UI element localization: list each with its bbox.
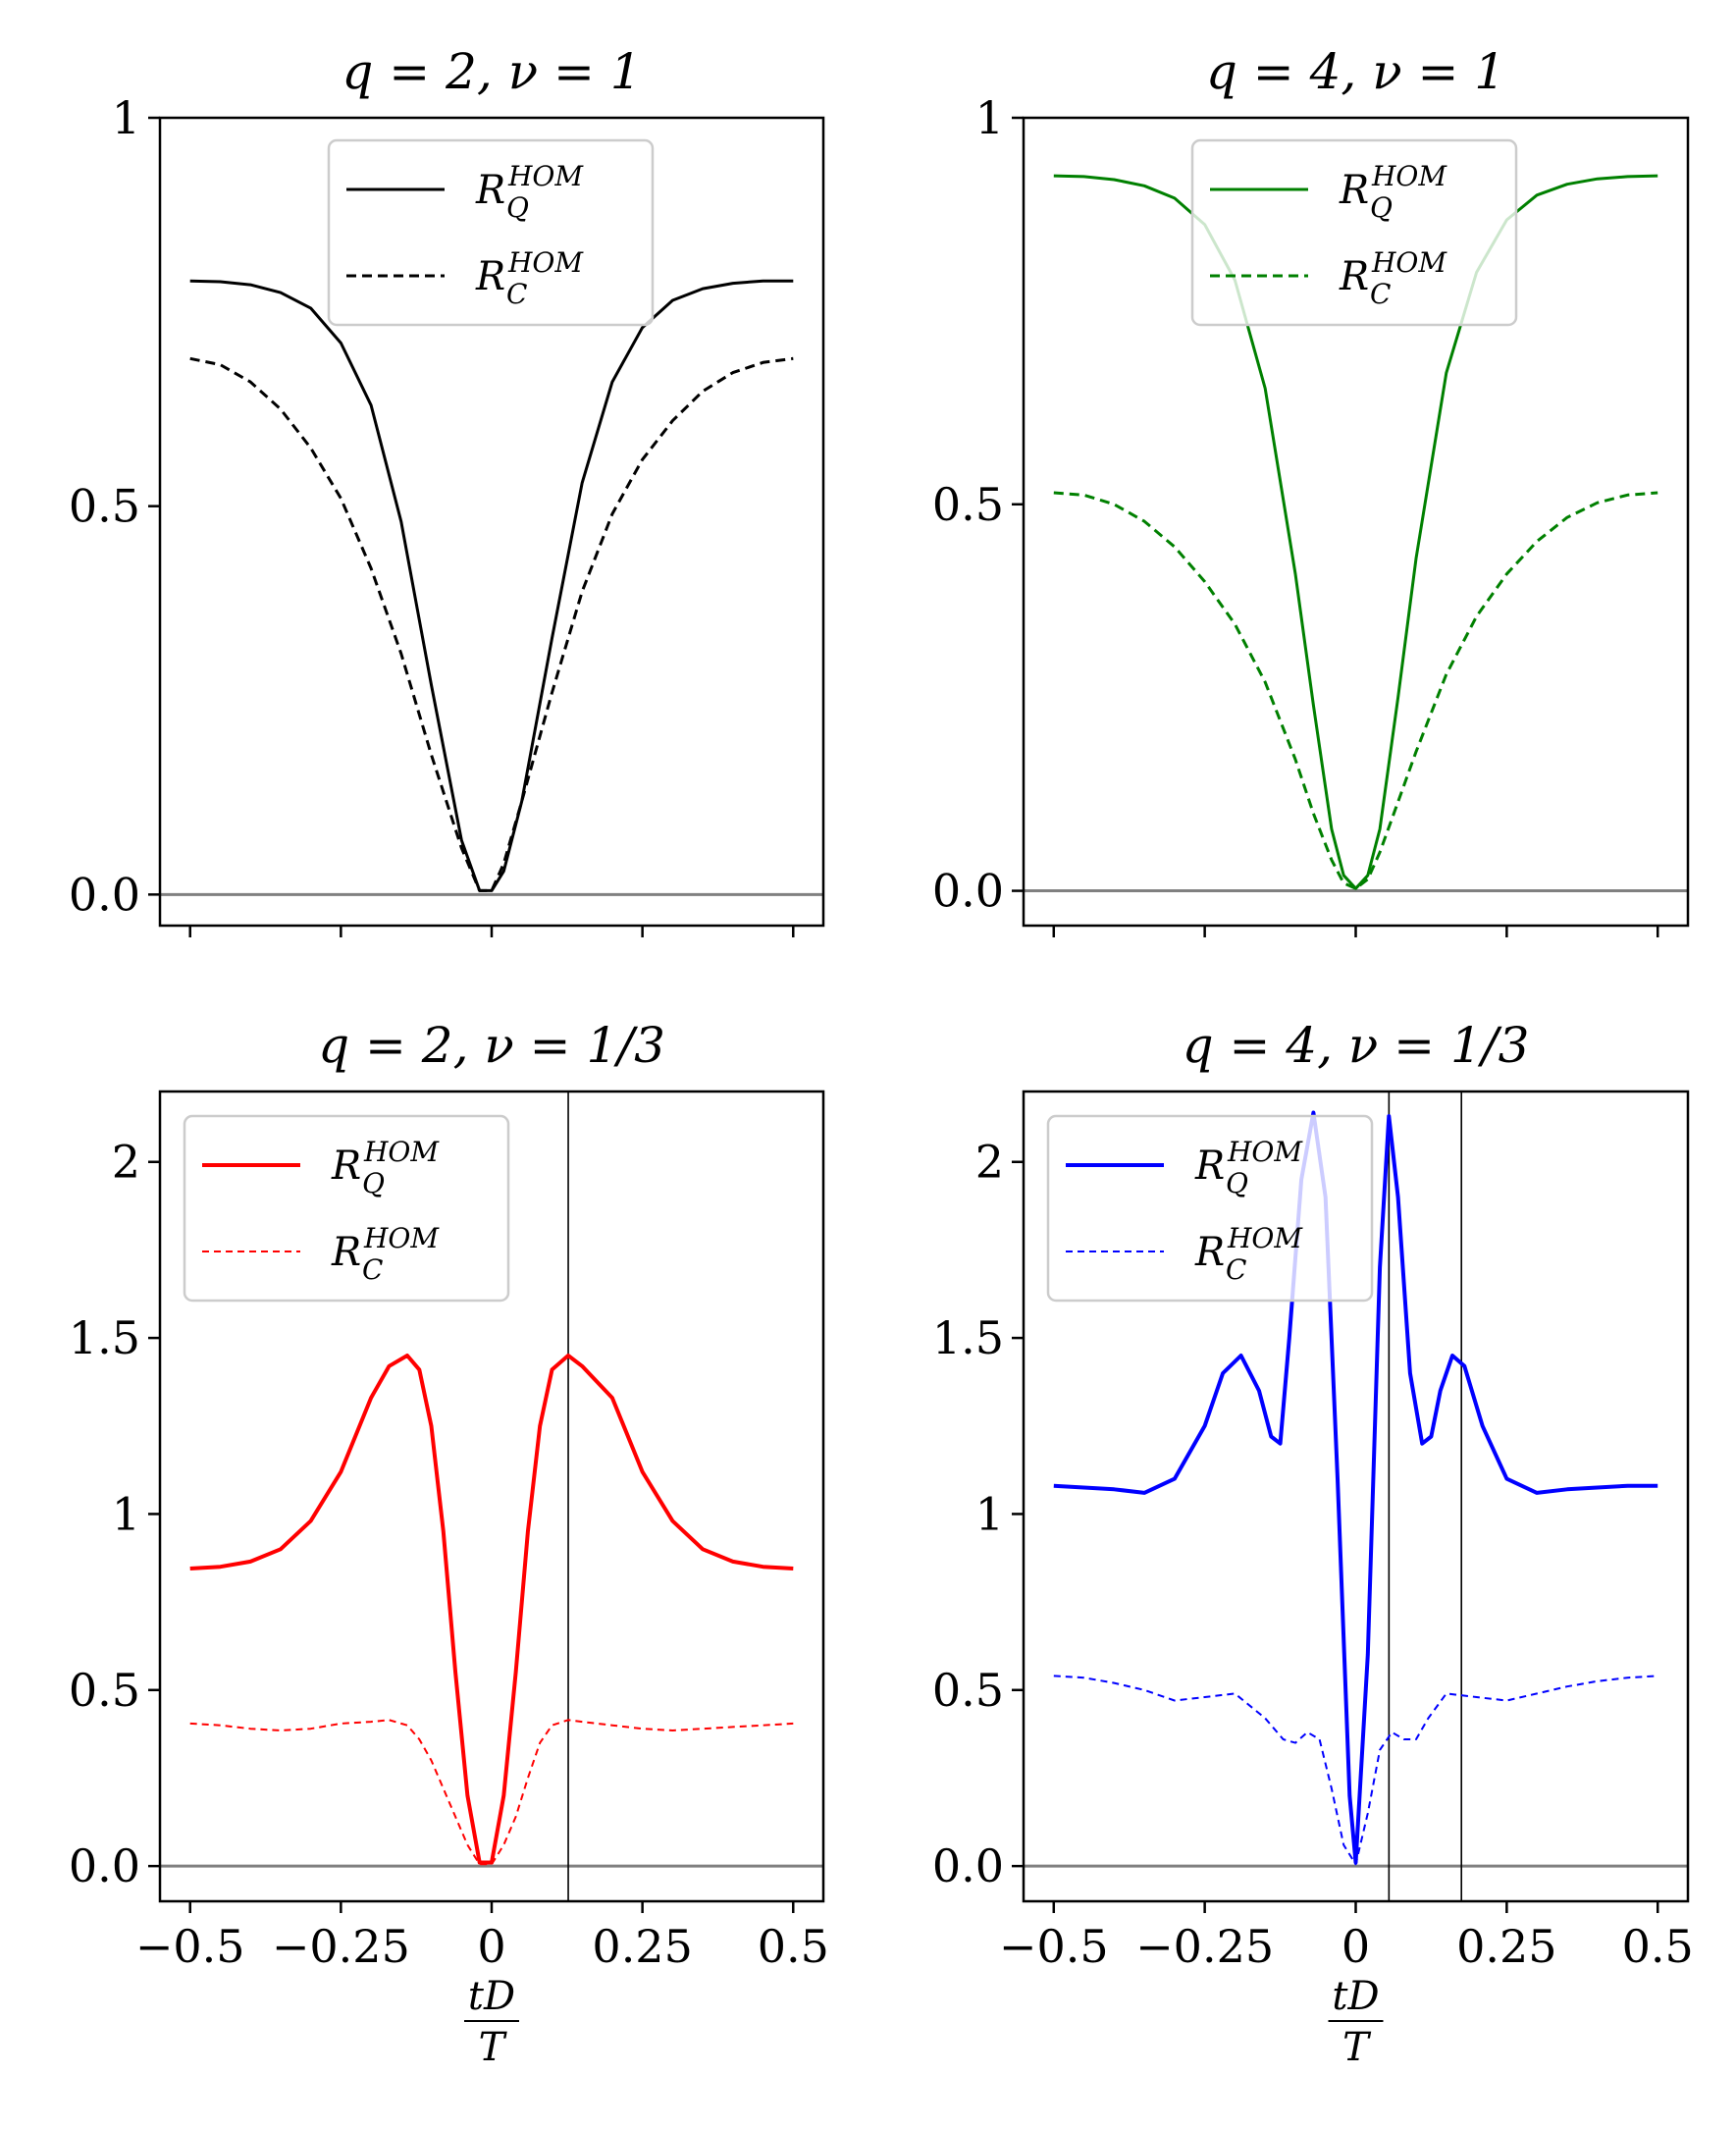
- legend-label-sup: HOM: [363, 1136, 440, 1168]
- x-tick-label: −0.25: [272, 1920, 410, 1973]
- y-tick-label: 1: [112, 1487, 140, 1540]
- series-line-rq-hom: [189, 1354, 794, 1865]
- series-line-rq-hom: [1053, 174, 1658, 890]
- y-tick-label: 1: [112, 91, 140, 144]
- panel-bottom-left: −0.5 −0.25 0 0.25 0.5 0.0 0.5 1 1.5 2 q = 2, ν = 1…: [69, 1017, 829, 2070]
- legend-label: R: [331, 1230, 361, 1275]
- y-tick-label: 1: [975, 1487, 1004, 1540]
- x-tick-label: 0: [1341, 1920, 1370, 1973]
- legend-label-sup: HOM: [363, 1222, 440, 1254]
- y-tick-label: 0.0: [69, 1839, 140, 1892]
- y-tick-label: 0.5: [932, 1664, 1004, 1717]
- legend-label: R: [331, 1144, 361, 1189]
- svg-text:T: T: [1342, 2025, 1372, 2070]
- x-tick-label: −0.25: [1135, 1920, 1274, 1973]
- y-tick-label: 0.0: [932, 1839, 1004, 1892]
- legend-label-sup: HOM: [507, 246, 584, 279]
- legend-label-sub: C: [1370, 278, 1391, 310]
- legend-label-sub: C: [506, 278, 527, 310]
- series-line-rc-hom: [1053, 491, 1658, 890]
- legend-label-sup: HOM: [1371, 160, 1447, 192]
- legend-label-sup: HOM: [1227, 1222, 1303, 1254]
- legend-label: R: [1339, 168, 1369, 213]
- legend-label: R: [475, 168, 505, 213]
- x-tick-label: 0.5: [1622, 1920, 1694, 1973]
- series-line-rc-hom: [189, 356, 794, 892]
- legend-label-sub: Q: [506, 191, 529, 224]
- y-tick-label: 0.5: [932, 478, 1004, 531]
- x-tick-label: 0.5: [758, 1920, 829, 1973]
- x-tick-label: 0.25: [1456, 1920, 1556, 1973]
- legend-label-sup: HOM: [507, 160, 584, 192]
- legend-label-sup: HOM: [1371, 246, 1447, 279]
- legend-label-sup: HOM: [1227, 1136, 1303, 1168]
- panel-title: q = 2, ν = 1: [342, 43, 641, 100]
- y-tick-label: 0.5: [69, 480, 140, 533]
- panel-title: q = 4, ν = 1/3: [1183, 1017, 1530, 1074]
- legend-label: R: [1339, 254, 1369, 299]
- svg-text:T: T: [479, 2025, 508, 2070]
- legend-label-sub: C: [362, 1253, 383, 1286]
- x-tick-label: −0.5: [135, 1920, 245, 1973]
- legend-label: R: [475, 254, 505, 299]
- x-axis-label: tD T: [1328, 1974, 1384, 2070]
- y-tick-label: 1: [975, 91, 1004, 144]
- y-tick-label: 2: [112, 1136, 140, 1189]
- series-line-rc-hom: [189, 1719, 794, 1866]
- x-axis-label: tD T: [464, 1974, 519, 2070]
- x-tick-label: −0.5: [999, 1920, 1109, 1973]
- legend-label-sub: C: [1226, 1253, 1246, 1286]
- y-tick-label: 2: [975, 1136, 1004, 1189]
- panel-title: q = 4, ν = 1: [1206, 43, 1505, 100]
- y-tick-label: 0.0: [69, 868, 140, 921]
- legend-label: R: [1194, 1144, 1225, 1189]
- y-tick-label: 1.5: [932, 1311, 1004, 1364]
- svg-text:tD: tD: [468, 1974, 515, 2019]
- y-tick-label: 0.5: [69, 1664, 140, 1717]
- x-tick-label: 0: [477, 1920, 505, 1973]
- legend-label-sub: Q: [1370, 191, 1393, 224]
- y-tick-label: 1.5: [69, 1311, 140, 1364]
- y-tick-label: 0.0: [932, 865, 1004, 918]
- svg-text:tD: tD: [1332, 1974, 1379, 2019]
- panel-title: q = 2, ν = 1/3: [318, 1017, 665, 1074]
- legend-label: R: [1194, 1230, 1225, 1275]
- legend-label-sub: Q: [362, 1167, 385, 1199]
- x-tick-label: 0.25: [592, 1920, 692, 1973]
- series-line-rc-hom: [1053, 1675, 1658, 1866]
- panel-bottom-right: −0.5 −0.25 0 0.25 0.5 0.0 0.5 1 1.5 2 q = 4, ν = 1…: [932, 1017, 1694, 2070]
- series-line-rq-hom: [189, 279, 794, 892]
- legend-label-sub: Q: [1226, 1167, 1248, 1199]
